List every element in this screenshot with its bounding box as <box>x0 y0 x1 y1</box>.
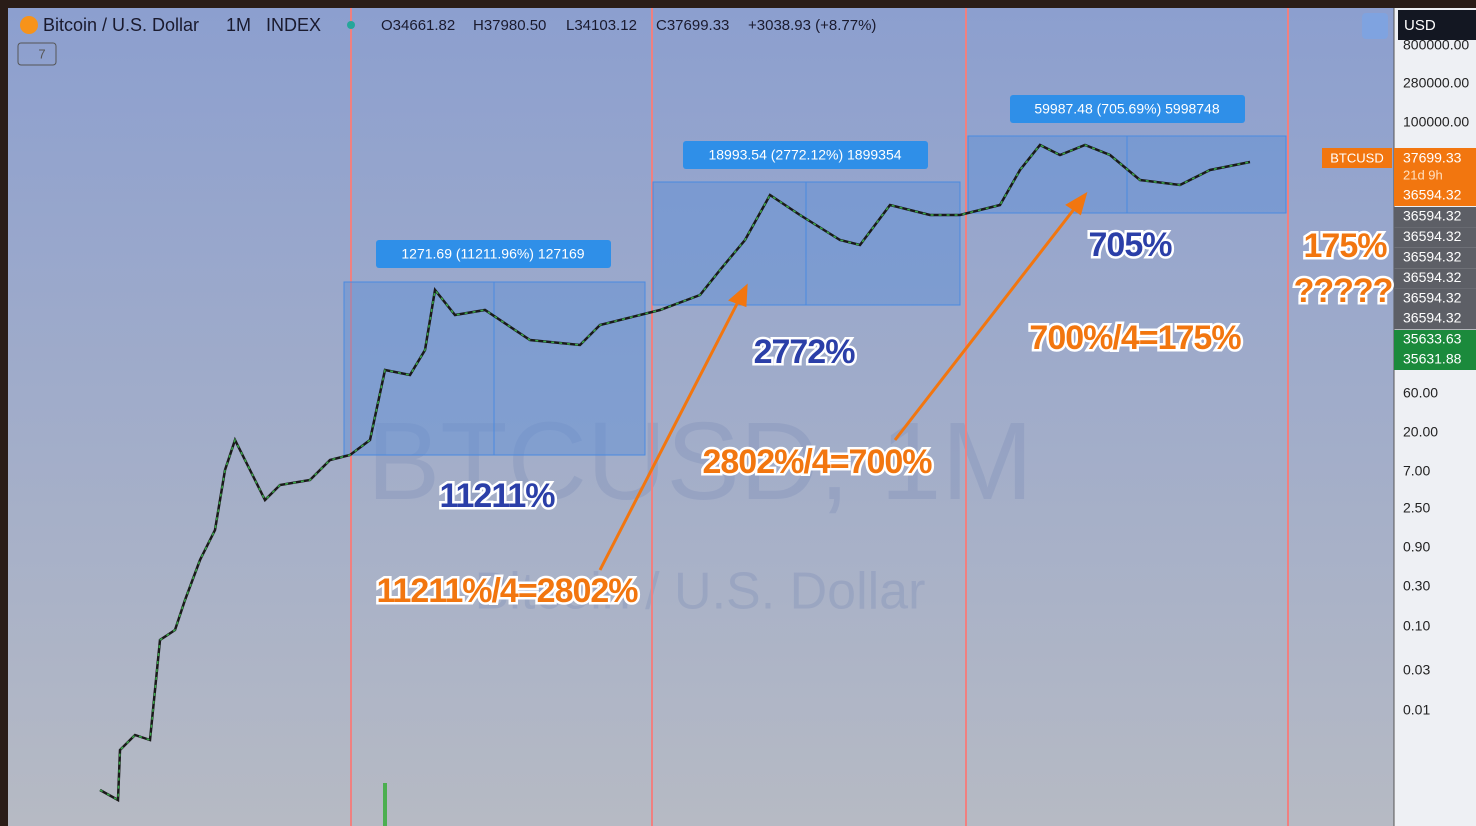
measure-label: 1271.69 (11211.96%) 127169 <box>401 246 584 262</box>
currency-box[interactable] <box>1398 10 1476 40</box>
price-label: 0.10 <box>1403 618 1430 634</box>
interval[interactable]: 1M <box>226 15 251 35</box>
green-price: 35631.88 <box>1403 351 1462 367</box>
gray-price: 36594.32 <box>1403 228 1462 244</box>
price-label: 0.30 <box>1403 578 1430 594</box>
annotation: 2802%/4=700% <box>702 443 932 481</box>
annotation: ????? <box>1294 272 1393 310</box>
indicator-count: 7 <box>38 46 45 61</box>
measure-label-bg <box>376 240 611 268</box>
annotation: 700%/4=175% <box>1029 319 1241 357</box>
gray-price: 36594.32 <box>1403 289 1462 305</box>
price-label: 800000.00 <box>1403 37 1469 53</box>
annotation: 11211%/4=2802% <box>376 572 638 610</box>
price-label: 0.90 <box>1403 539 1430 555</box>
candles <box>99 144 1251 802</box>
indicator-toggle[interactable] <box>17 42 57 66</box>
green-price: 35633.63 <box>1403 331 1462 347</box>
price-label: 0.03 <box>1403 662 1430 678</box>
measure-label: 18993.54 (2772.12%) 1899354 <box>708 147 901 163</box>
currency: USD <box>1404 17 1436 34</box>
volume-bar <box>383 783 387 826</box>
gray-price: 36594.32 <box>1403 208 1462 224</box>
annotation: 175% <box>1304 227 1388 265</box>
gray-price-bg <box>1394 247 1476 269</box>
annotation: 11211% <box>439 477 555 515</box>
price-axis <box>1394 8 1476 826</box>
measure-label: 59987.48 (705.69%) 5998748 <box>1034 101 1219 117</box>
measure-lines <box>493 136 1128 455</box>
annotation: 705% <box>1089 226 1173 264</box>
ohlc-high: H37980.50 <box>473 17 546 34</box>
gray-price-bg <box>1394 207 1476 228</box>
ohlc-change: +3038.93 (+8.77%) <box>748 17 876 34</box>
gray-price-bg <box>1394 268 1476 289</box>
status-dot <box>347 21 355 29</box>
symbol-tag-bg <box>1322 148 1392 168</box>
last-price: 37699.33 <box>1403 150 1462 166</box>
gray-price: 36594.32 <box>1403 269 1462 285</box>
gray-price-bg <box>1394 288 1476 309</box>
price-label: 20.00 <box>1403 424 1438 440</box>
measure-label-bg <box>1010 95 1245 123</box>
orange-price: 36594.32 <box>1403 187 1462 203</box>
watermark: Bitcoin / U.S. Dollar <box>475 563 926 621</box>
price-label: 100000.00 <box>1403 114 1469 130</box>
last-price-bg <box>1394 148 1476 206</box>
price-label: 280000.00 <box>1403 75 1469 91</box>
green-price-bg <box>1394 330 1476 350</box>
layout-button[interactable] <box>1362 13 1388 39</box>
price-label: 7.00 <box>1403 463 1430 479</box>
ohlc-open: O34661.82 <box>381 17 455 34</box>
symbol-tag: BTCUSD <box>1330 150 1383 165</box>
coin-icon <box>20 16 38 34</box>
gray-price-bg <box>1394 227 1476 248</box>
price-label: 0.01 <box>1403 702 1430 718</box>
green-price-bg <box>1394 350 1476 370</box>
gray-price: 36594.32 <box>1403 310 1462 326</box>
symbol: Bitcoin / U.S. Dollar <box>43 15 199 35</box>
gray-price-bg <box>1394 309 1476 330</box>
annotation: 2772% <box>754 333 856 371</box>
gray-price: 36594.32 <box>1403 249 1462 265</box>
price-label: 60.00 <box>1403 385 1438 401</box>
countdown: 21d 9h <box>1403 167 1443 182</box>
exchange: INDEX <box>266 15 321 35</box>
ohlc-close: C37699.33 <box>656 17 729 34</box>
arrows <box>598 191 1088 571</box>
ohlc-low: L34103.12 <box>566 17 637 34</box>
price-label: 2.50 <box>1403 500 1430 516</box>
watermark: BTCUSD, 1M <box>367 400 1033 523</box>
measure-label-bg <box>683 141 928 169</box>
halving-lines <box>350 8 1289 826</box>
